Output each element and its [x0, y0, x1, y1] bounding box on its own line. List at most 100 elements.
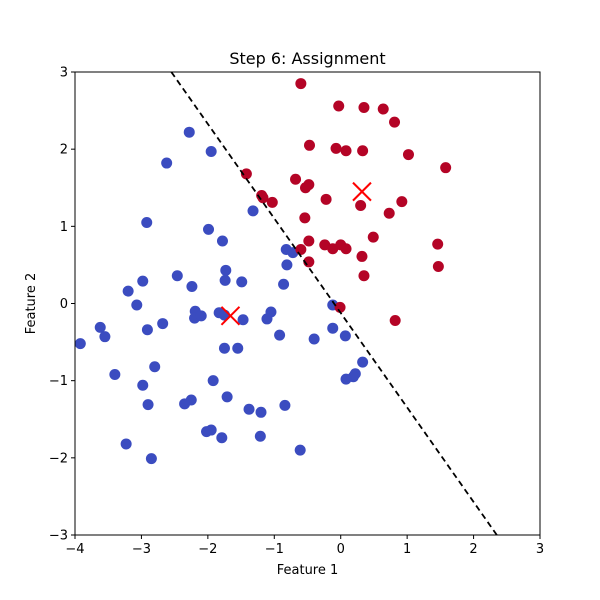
decision-boundary-layer — [170, 71, 498, 536]
data-point-cluster-1 — [295, 243, 307, 255]
data-point-cluster-0 — [274, 329, 286, 341]
centroid-stroke — [220, 306, 241, 326]
data-point-cluster-0 — [281, 259, 293, 271]
data-point-cluster-0 — [254, 430, 266, 442]
y-tick-label: 2 — [60, 143, 68, 158]
y-tick-label: 3 — [60, 66, 68, 81]
y-tick-label: −3 — [49, 529, 68, 544]
data-point-cluster-0 — [221, 391, 233, 403]
data-point-cluster-1 — [383, 207, 395, 219]
data-point-cluster-0 — [145, 453, 157, 465]
data-point-cluster-1 — [402, 149, 414, 161]
data-point-cluster-0 — [278, 278, 290, 290]
data-point-cluster-1 — [300, 182, 312, 194]
data-point-cluster-1 — [377, 103, 389, 115]
data-point-cluster-0 — [236, 276, 248, 288]
data-point-cluster-0 — [137, 379, 149, 391]
data-point-cluster-1 — [290, 173, 302, 185]
data-point-cluster-0 — [216, 432, 228, 444]
x-tick-label: 3 — [536, 542, 544, 557]
data-point-cluster-0 — [157, 318, 169, 330]
data-point-cluster-0 — [216, 235, 228, 247]
data-point-cluster-1 — [396, 196, 408, 208]
data-point-cluster-0 — [232, 342, 244, 354]
data-point-cluster-1 — [330, 142, 342, 154]
data-point-cluster-0 — [237, 314, 249, 326]
x-tick-label: −2 — [198, 542, 217, 557]
data-point-cluster-1 — [356, 250, 368, 262]
x-axis-label: Feature 1 — [277, 563, 339, 578]
data-point-cluster-1 — [266, 196, 278, 208]
data-point-cluster-1 — [303, 139, 315, 151]
x-tick-label: 2 — [469, 542, 477, 557]
data-point-cluster-0 — [195, 310, 207, 322]
x-axis-ticks: −4 −3 −2 −1 0 1 2 3 — [65, 535, 544, 557]
data-point-cluster-0 — [141, 216, 153, 228]
data-point-cluster-0 — [99, 331, 111, 343]
centroids-layer — [220, 181, 372, 326]
data-points-layer — [74, 78, 452, 465]
data-point-cluster-0 — [220, 264, 232, 276]
data-point-cluster-1 — [303, 235, 315, 247]
data-point-cluster-1 — [358, 101, 370, 113]
y-axis-ticks: −3 −2 −1 0 1 2 3 — [49, 66, 75, 544]
data-point-cluster-0 — [183, 126, 195, 138]
decision-boundary-line — [170, 71, 498, 536]
data-point-cluster-0 — [94, 321, 106, 333]
data-point-cluster-0 — [161, 157, 173, 169]
chart-title: Step 6: Assignment — [229, 49, 385, 68]
y-tick-label: −1 — [49, 374, 68, 389]
data-point-cluster-1 — [389, 116, 401, 128]
centroid-marker — [352, 181, 372, 202]
data-point-cluster-1 — [440, 162, 452, 174]
centroid-marker — [220, 306, 241, 326]
data-point-cluster-0 — [255, 406, 267, 418]
x-tick-label: −4 — [65, 542, 84, 557]
data-point-cluster-0 — [261, 313, 273, 325]
data-point-cluster-0 — [205, 145, 217, 157]
data-point-cluster-0 — [149, 361, 161, 373]
data-point-cluster-1 — [358, 270, 370, 282]
data-point-cluster-0 — [247, 205, 259, 217]
data-point-cluster-0 — [243, 403, 255, 415]
x-tick-label: 1 — [403, 542, 411, 557]
data-point-cluster-1 — [320, 193, 332, 205]
data-point-cluster-0 — [339, 330, 351, 342]
data-point-cluster-0 — [308, 333, 320, 345]
data-point-cluster-0 — [142, 399, 154, 411]
data-point-cluster-1 — [333, 100, 345, 112]
y-tick-label: −2 — [49, 451, 68, 466]
x-tick-label: 0 — [337, 542, 345, 557]
data-point-cluster-0 — [74, 338, 86, 350]
data-point-cluster-0 — [357, 356, 369, 368]
data-point-cluster-0 — [141, 324, 153, 336]
data-point-cluster-1 — [432, 260, 444, 272]
data-point-cluster-1 — [340, 145, 352, 157]
data-point-cluster-0 — [109, 368, 121, 380]
data-point-cluster-0 — [218, 342, 230, 354]
data-point-cluster-0 — [131, 299, 143, 311]
data-point-cluster-0 — [205, 424, 217, 436]
data-point-cluster-0 — [171, 270, 183, 282]
data-point-cluster-0 — [207, 375, 219, 387]
x-tick-label: −1 — [265, 542, 284, 557]
data-point-cluster-1 — [357, 145, 369, 157]
data-point-cluster-1 — [340, 243, 352, 255]
data-point-cluster-1 — [334, 301, 346, 313]
data-point-cluster-1 — [367, 231, 379, 243]
data-point-cluster-0 — [186, 281, 198, 293]
data-point-cluster-0 — [122, 285, 134, 297]
data-point-cluster-1 — [299, 212, 311, 224]
data-point-cluster-0 — [219, 274, 231, 286]
data-point-cluster-1 — [257, 192, 269, 204]
data-point-cluster-0 — [279, 399, 291, 411]
data-point-cluster-0 — [179, 398, 191, 410]
data-point-cluster-1 — [240, 168, 252, 180]
y-axis-label: Feature 2 — [24, 273, 39, 335]
y-tick-label: 1 — [60, 220, 68, 235]
centroid-stroke — [352, 181, 372, 202]
data-point-cluster-0 — [340, 373, 352, 385]
data-point-cluster-0 — [294, 444, 306, 456]
y-tick-label: 0 — [60, 297, 68, 312]
